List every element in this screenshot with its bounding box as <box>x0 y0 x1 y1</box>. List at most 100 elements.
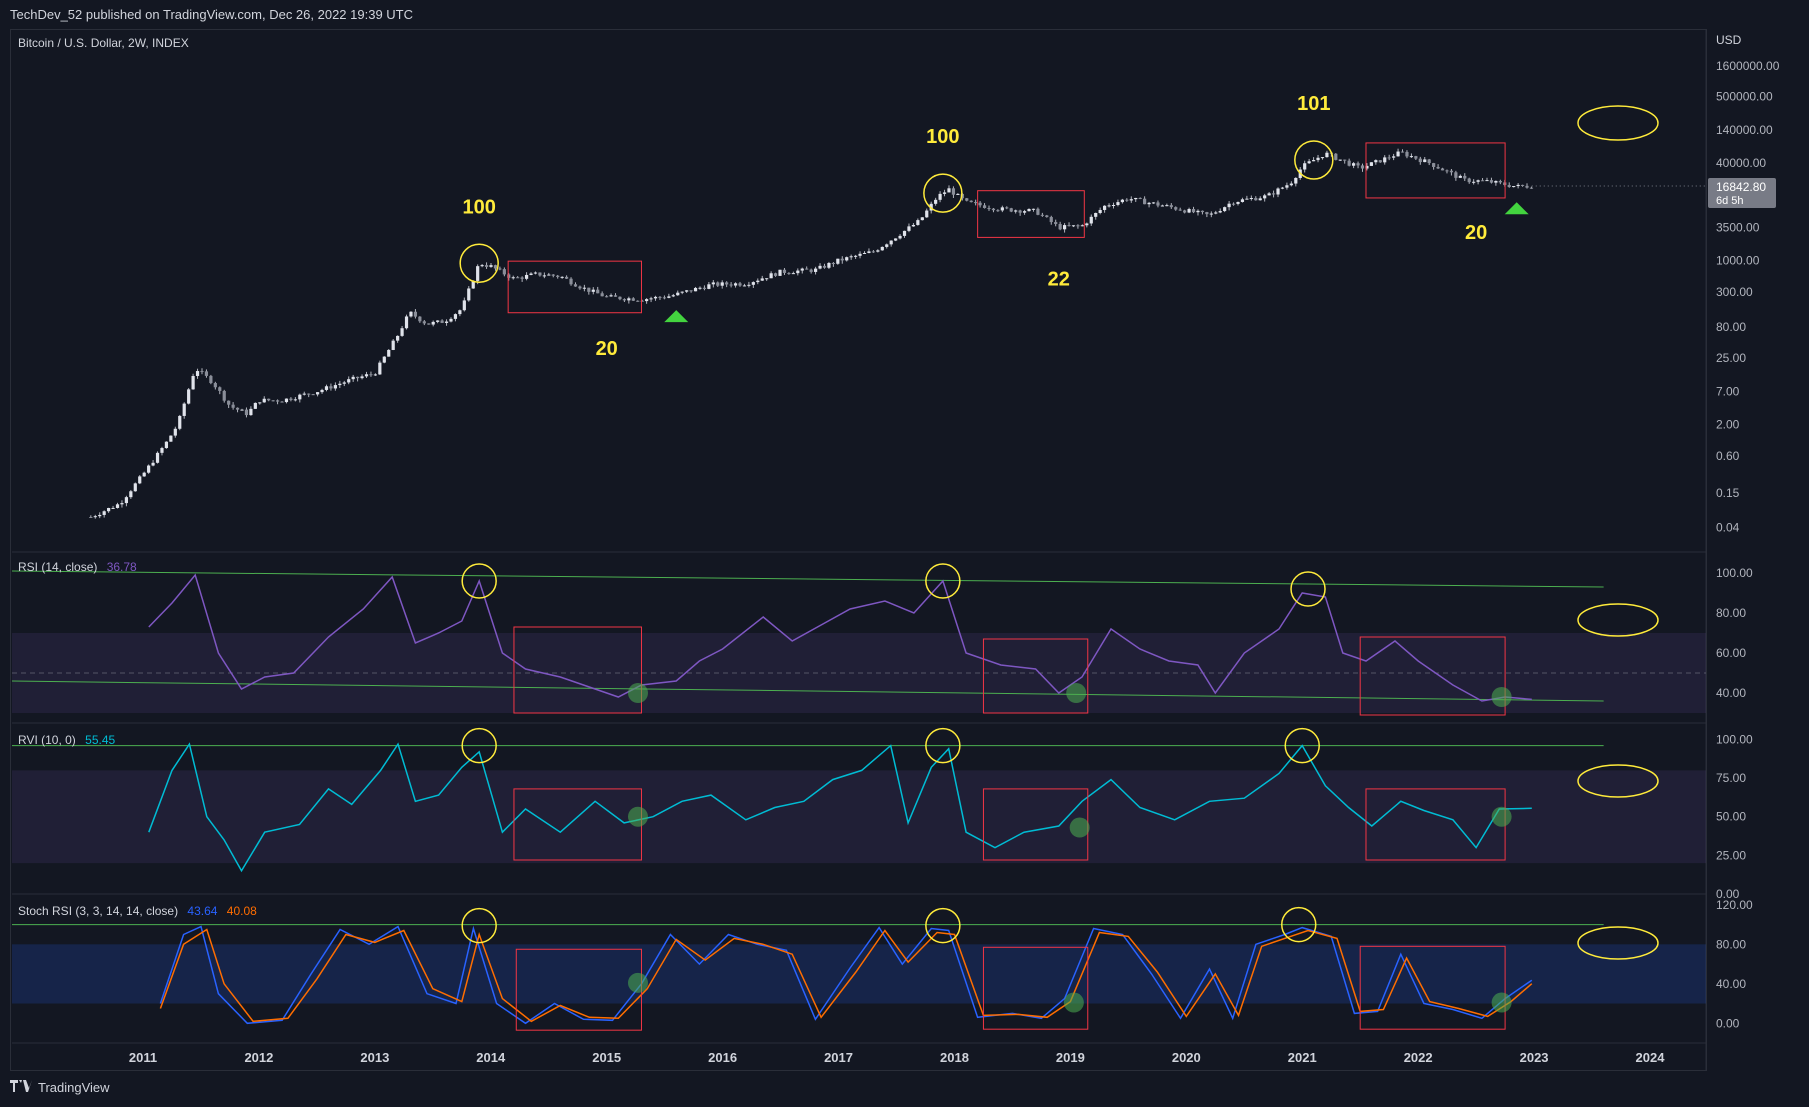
price-candle-body <box>756 280 760 283</box>
price-candle-body <box>182 403 186 416</box>
price-candle-body <box>1516 184 1520 187</box>
price-candle-body <box>164 441 169 449</box>
price-candle-body <box>1476 180 1480 182</box>
bottom-arrow-icon <box>664 310 689 323</box>
publish-info: TechDev_52 published on TradingView.com,… <box>10 7 414 22</box>
price-candle-body <box>902 230 907 236</box>
price-candle-body <box>1365 165 1369 169</box>
x-tick-label: 2017 <box>824 1050 853 1065</box>
price-candle-body <box>809 269 813 272</box>
price-candle-body <box>338 383 342 386</box>
price-tick-label: 40000.00 <box>1716 156 1766 170</box>
price-candle-body <box>453 314 458 319</box>
price-candle-body <box>1316 157 1320 161</box>
price-candle-body <box>155 452 160 463</box>
price-candle-body <box>1338 159 1342 161</box>
price-pane-label: Bitcoin / U.S. Dollar, 2W, INDEX <box>18 36 189 50</box>
price-candle-body <box>605 296 609 298</box>
price-candle-body <box>320 389 324 393</box>
price-candle-body <box>707 284 711 289</box>
price-candle-body <box>938 193 942 200</box>
indicator-tick-label: 25.00 <box>1716 848 1746 862</box>
price-tick-label: 0.04 <box>1716 521 1740 535</box>
price-candle-body <box>920 217 924 221</box>
price-candle-body <box>1076 225 1080 227</box>
price-candle-body <box>431 321 435 325</box>
price-candle-body <box>1267 193 1271 196</box>
price-candle-body <box>373 374 378 376</box>
price-candle-body <box>787 272 791 274</box>
price-candle-body <box>493 265 498 269</box>
top-circle-marker <box>925 727 961 764</box>
indicator-tick-label: 0.00 <box>1716 887 1740 901</box>
price-candle-body <box>1040 214 1044 216</box>
projection-ellipse <box>1577 764 1659 798</box>
last-price-badge <box>1708 177 1776 208</box>
price-candle-body <box>1409 156 1414 158</box>
price-candle-body <box>1107 205 1111 207</box>
x-tick-label: 2011 <box>129 1050 157 1065</box>
price-candle-body <box>204 371 209 376</box>
price-candles <box>89 148 1534 519</box>
bear-market-box <box>982 946 1089 1030</box>
indicator-tick-label: 40.00 <box>1716 686 1746 700</box>
price-candle-body <box>1396 151 1400 157</box>
price-candle-body <box>849 256 853 258</box>
price-candle-body <box>547 274 551 276</box>
price-candle-body <box>693 287 698 292</box>
price-candle-body <box>911 224 916 227</box>
price-candle-body <box>667 296 671 298</box>
bear-market-box <box>977 190 1085 238</box>
rvi-pane-label: RVI (10, 0) 55.45 <box>18 733 115 747</box>
price-candle-body <box>315 392 320 395</box>
price-candle-body <box>1280 187 1285 189</box>
rvi-value: 55.45 <box>85 733 116 747</box>
price-candle-body <box>991 208 996 211</box>
price-tick-label: 7.00 <box>1716 384 1740 398</box>
price-candle-body <box>845 257 849 261</box>
price-candle-body <box>609 295 613 297</box>
price-candle-body <box>1294 177 1298 184</box>
price-candle-body <box>1174 207 1178 210</box>
price-candle-body <box>636 300 640 302</box>
x-tick-label: 2020 <box>1172 1050 1201 1065</box>
price-candle-body <box>1147 202 1151 205</box>
price-candle-body <box>293 399 297 401</box>
bottom-dot-marker <box>1491 687 1512 707</box>
price-candle-body <box>378 362 382 375</box>
price-candle-body <box>805 268 809 270</box>
footer: TradingView <box>10 1080 110 1095</box>
price-candle-body <box>1494 180 1498 183</box>
price-candle-body <box>1080 225 1084 227</box>
rsi-pane-title: RSI (14, close) <box>18 560 98 574</box>
price-candle-body <box>222 390 226 401</box>
top-circle-marker <box>1294 140 1334 180</box>
price-candle-body <box>1223 207 1227 212</box>
top-circle-marker <box>923 173 963 213</box>
price-candle-body <box>778 269 782 276</box>
price-candle-body <box>591 289 595 292</box>
price-candle-body <box>129 491 133 498</box>
price-candle-body <box>645 299 649 302</box>
price-candle-body <box>1022 211 1027 213</box>
price-candle-body <box>444 321 449 323</box>
price-candle-body <box>880 246 884 251</box>
price-candle-body <box>1169 205 1173 208</box>
price-candle-body <box>1031 208 1036 210</box>
price-candle-body <box>271 400 275 402</box>
tradingview-brand[interactable]: TradingView <box>38 1080 110 1095</box>
price-candle-body <box>974 202 978 204</box>
x-tick-label: 2022 <box>1404 1050 1433 1065</box>
price-candle-body <box>1058 224 1062 230</box>
bottom-dot-marker <box>1491 992 1512 1013</box>
indicator-series-line <box>148 742 1532 873</box>
price-candle-body <box>862 252 867 254</box>
price-candle-body <box>147 465 151 473</box>
price-candle-body <box>1218 211 1222 213</box>
price-candle-body <box>1245 198 1249 200</box>
price-candle-body <box>729 284 733 286</box>
price-candle-body <box>1129 199 1133 201</box>
price-candle-body <box>1151 202 1156 204</box>
price-candle-body <box>1352 163 1356 166</box>
